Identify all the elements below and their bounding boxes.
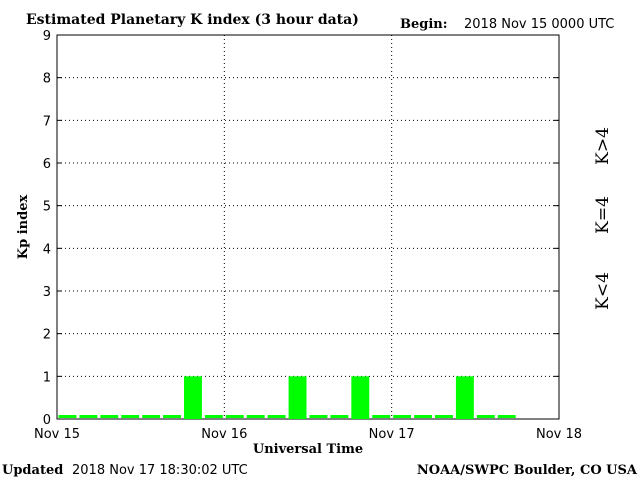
kp-bar xyxy=(100,415,119,418)
y-tick-label: 2 xyxy=(43,328,51,343)
x-tick-labels: Nov 15 Nov 16 Nov 17 Nov 18 xyxy=(34,427,582,442)
kp-bar xyxy=(288,376,307,419)
kp-bar xyxy=(163,415,181,418)
x-axis-label: Universal Time xyxy=(253,442,363,457)
legend-k-below-4: K<4 xyxy=(593,272,613,310)
updated-value: 2018 Nov 17 18:30:02 UTC xyxy=(72,463,248,478)
kp-bar xyxy=(246,415,265,418)
y-axis-label: Kp index xyxy=(16,195,31,260)
x-tick-label: Nov 15 xyxy=(34,427,80,442)
kp-bar xyxy=(225,415,244,418)
kp-bar xyxy=(121,415,140,418)
y-tick-label: 7 xyxy=(43,114,51,129)
kp-bar xyxy=(351,376,370,419)
x-tick-label: Nov 17 xyxy=(369,427,415,442)
kp-bar xyxy=(393,415,412,418)
y-tick-label: 1 xyxy=(43,370,51,385)
y-tick-label: 0 xyxy=(43,413,51,428)
grid-lines xyxy=(57,34,559,420)
y-tick-label: 3 xyxy=(43,285,51,300)
kp-bar xyxy=(142,415,161,418)
kp-bar xyxy=(476,415,495,418)
kp-bar xyxy=(267,415,286,418)
y-tick-label: 8 xyxy=(43,72,51,87)
x-tick-label: Nov 16 xyxy=(201,427,247,442)
x-tick-label: Nov 18 xyxy=(536,427,582,442)
kp-bar xyxy=(497,415,516,418)
legend-k-equal-4: K=4 xyxy=(593,196,613,234)
y-tick-label: 9 xyxy=(43,29,51,44)
bars-group xyxy=(58,376,516,419)
kp-bar xyxy=(79,415,98,418)
y-tick-label: 6 xyxy=(43,157,51,172)
plot-frame xyxy=(56,34,560,420)
kp-bar xyxy=(309,415,328,418)
kp-bar xyxy=(414,415,432,418)
kp-bar xyxy=(435,415,453,418)
y-tick-label: 4 xyxy=(43,242,51,257)
updated-label: Updated xyxy=(2,463,63,478)
begin-label: Begin: xyxy=(400,17,448,32)
chart-title: Estimated Planetary K index (3 hour data… xyxy=(26,12,359,28)
kp-bar xyxy=(330,415,349,418)
kp-bar xyxy=(58,415,77,418)
kp-bar xyxy=(184,376,202,419)
kp-bar xyxy=(455,376,474,419)
legend-k-above-4: K>4 xyxy=(593,127,613,165)
y-tick-label: 5 xyxy=(43,200,51,215)
begin-value: 2018 Nov 15 0000 UTC xyxy=(464,17,614,32)
credit-text: NOAA/SWPC Boulder, CO USA xyxy=(417,463,638,478)
kp-bar xyxy=(204,415,223,418)
kp-bar xyxy=(372,415,391,418)
y-tick-labels: 0 1 2 3 4 5 6 7 8 9 xyxy=(43,29,51,428)
